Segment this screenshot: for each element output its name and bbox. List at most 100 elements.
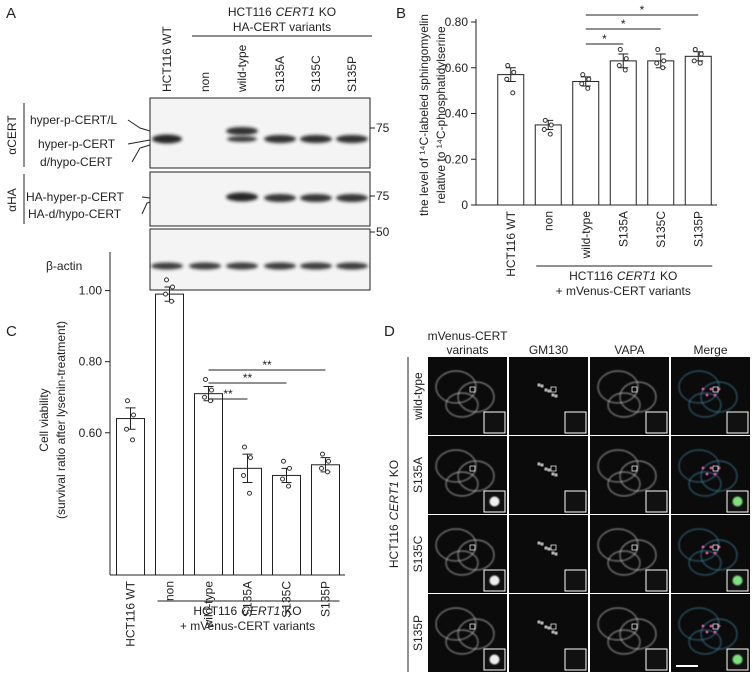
merge-signal (713, 630, 717, 634)
pointer (127, 119, 151, 132)
data-point (320, 451, 325, 457)
roi-box (550, 386, 557, 393)
cell-outline (597, 607, 639, 641)
merge-signal (701, 624, 705, 628)
cell-outline (607, 392, 641, 418)
data-point (542, 117, 548, 123)
inset (564, 648, 587, 671)
roi-box (631, 623, 638, 630)
data-point (326, 458, 331, 464)
bar (272, 474, 301, 576)
inset (645, 490, 668, 513)
y-tick-label: 1.00 (79, 284, 103, 298)
data-point (655, 46, 661, 52)
y-axis-label: relative to ¹⁴C-phosphatidylserine (434, 26, 448, 204)
cell-outline (619, 618, 657, 650)
golgi-signal (547, 389, 551, 393)
cell-outline (607, 550, 641, 576)
group-label: HCT116 CERT1 KO (569, 269, 677, 283)
data-point (691, 58, 697, 64)
inset (483, 411, 506, 434)
y-tick-label: 0.80 (79, 355, 103, 369)
band (300, 262, 332, 270)
label-part: KO (284, 604, 301, 618)
cell-outline (688, 471, 722, 497)
cell-outline (597, 370, 639, 404)
golgi-signal (554, 473, 558, 477)
x-tick-label: HCT116 WT (124, 580, 138, 646)
data-point (617, 46, 623, 52)
roi-box (550, 544, 557, 551)
roi-box (631, 544, 638, 551)
channel-label: VAPA (614, 343, 644, 357)
cell-outline (445, 392, 479, 418)
merge-signal (705, 551, 709, 555)
cell-outline (457, 618, 495, 650)
data-point (286, 483, 291, 489)
cell-outline (678, 370, 720, 404)
bar (155, 293, 184, 576)
roi-box (631, 386, 638, 393)
data-point (319, 465, 324, 471)
band-label: d/hypo-CERT (40, 155, 113, 169)
golgi-signal (544, 625, 548, 629)
cell-outline (597, 528, 639, 562)
cell-outline (688, 392, 722, 418)
cell-outline (619, 381, 657, 413)
row-label: S135C (411, 535, 425, 572)
label-part: HCT116 (569, 269, 613, 283)
band (300, 135, 332, 143)
inset-signal (732, 654, 743, 665)
golgi-signal (544, 388, 548, 392)
roi-box (712, 386, 719, 393)
x-tick-label: HCT116 WT (504, 210, 518, 276)
subtitle: HA-CERT variants (233, 20, 331, 34)
golgi-signal (547, 626, 551, 630)
x-tick-label: S135P (319, 581, 333, 617)
bar (497, 74, 525, 206)
panel-label: C (6, 323, 17, 340)
gene-name: CERT1 (276, 5, 315, 19)
cell-outline (607, 471, 641, 497)
data-point (164, 277, 169, 283)
cell-outline (435, 528, 477, 562)
cell-outline (700, 460, 738, 492)
cell-outline (700, 539, 738, 571)
blot (149, 97, 371, 169)
data-point (505, 62, 511, 68)
significance-label: * (621, 17, 626, 31)
data-point (548, 122, 554, 128)
inset (726, 411, 749, 434)
bar (609, 60, 637, 206)
golgi-signal (554, 631, 558, 635)
x-tick-label: S135P (691, 211, 705, 247)
data-point (661, 58, 667, 64)
golgi-signal (551, 472, 555, 476)
pointer (141, 196, 151, 199)
roi-box (469, 623, 476, 630)
band (336, 135, 368, 143)
group-label: HCT116 CERT1 KO (387, 460, 401, 568)
data-point (586, 76, 592, 82)
channel-label: Merge (693, 343, 727, 357)
merge-signal (705, 472, 709, 476)
pointer (127, 139, 151, 145)
significance-label: ** (243, 371, 253, 385)
cell-outline (700, 381, 738, 413)
data-point (580, 72, 586, 78)
data-point (209, 387, 214, 393)
golgi-signal (540, 542, 544, 546)
x-tick-label: non (163, 581, 177, 601)
data-point (692, 46, 698, 52)
lane-label: S135P (345, 56, 359, 92)
data-point (510, 90, 516, 96)
y-tick-label: 0.20 (445, 152, 469, 166)
band-label: hyper-p-CERT (38, 137, 116, 151)
group-sublabel: + mVenus-CERT variants (180, 619, 315, 633)
bar (534, 124, 562, 206)
y-tick-label: 0 (461, 198, 468, 212)
cell-outline (445, 550, 479, 576)
cell-outline (678, 607, 720, 641)
row-label: S135P (411, 615, 425, 651)
